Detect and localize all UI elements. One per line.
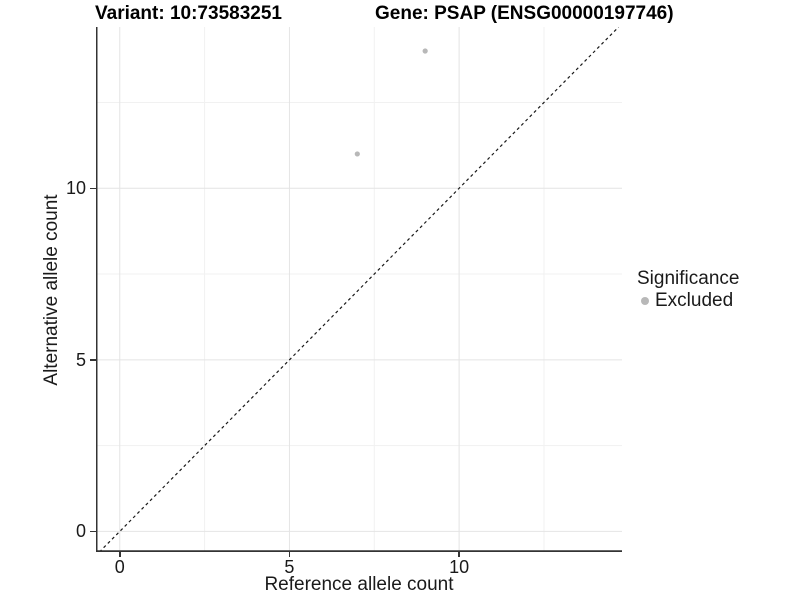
legend-item-label: Excluded bbox=[655, 290, 734, 311]
legend: Significance Excluded bbox=[637, 267, 739, 312]
x-tick-mark bbox=[119, 552, 121, 557]
x-tick-label: 0 bbox=[114, 557, 125, 577]
legend-item: Excluded bbox=[637, 290, 739, 312]
plot-panel bbox=[96, 27, 622, 552]
x-tick-mark bbox=[458, 552, 460, 557]
x-tick-mark bbox=[288, 552, 291, 557]
legend-title: Significance bbox=[637, 268, 740, 289]
legend-point-icon bbox=[641, 297, 649, 305]
plot-title-gene: Gene: PSAP (ENSG00000197746) bbox=[375, 3, 674, 24]
y-axis-title: Alternative allele count bbox=[41, 194, 62, 386]
data-point bbox=[354, 151, 360, 157]
x-axis-title: Reference allele count bbox=[264, 574, 454, 595]
identity-line bbox=[98, 27, 620, 552]
y-tick-label: 0 bbox=[75, 521, 86, 542]
legend-items: Excluded bbox=[637, 290, 739, 312]
data-point bbox=[422, 48, 428, 54]
plot-canvas bbox=[96, 27, 622, 552]
plot-title-variant: Variant: 10:73583251 bbox=[95, 3, 282, 24]
